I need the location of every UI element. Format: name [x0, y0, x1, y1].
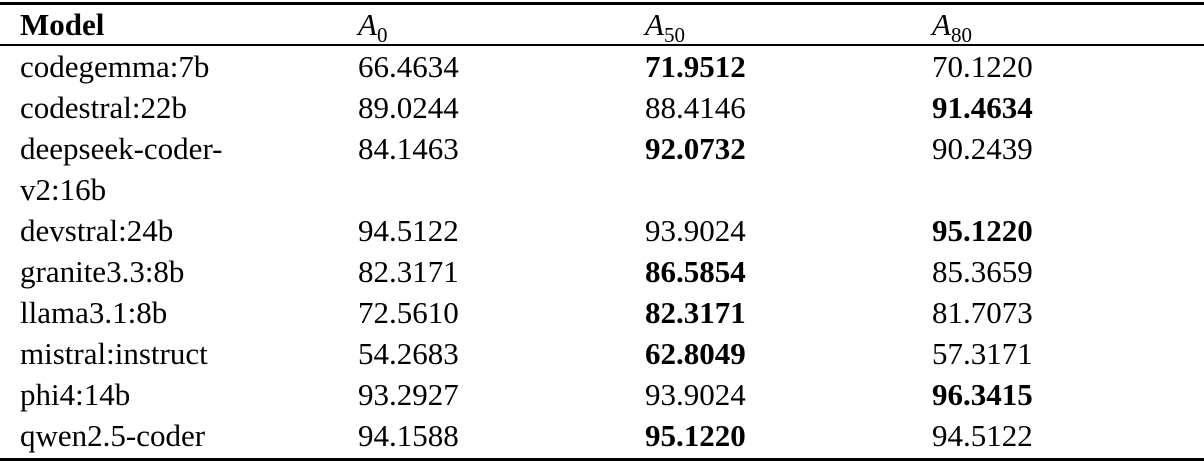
table-row: deepseek-coder-v2:16b 84.1463 92.0732 90…: [0, 128, 1204, 210]
table-row: codestral:22b 89.0244 88.4146 91.4634: [0, 87, 1204, 128]
a0-subscript: 0: [376, 23, 388, 48]
a80-value-cell: 57.3171: [932, 336, 1033, 371]
model-name: phi4:14b: [20, 377, 131, 412]
a0-value-cell: 72.5610: [358, 295, 459, 330]
model-name: deepseek-coder-v2:16b: [20, 131, 223, 207]
a0-value-cell: 82.3171: [358, 254, 459, 289]
model-name: codestral:22b: [20, 90, 188, 125]
model-name: mistral:instruct: [20, 336, 208, 371]
a50-value-cell: 71.9512: [645, 49, 746, 84]
a50-value-cell: 92.0732: [645, 131, 746, 166]
a50-value-cell: 62.8049: [645, 336, 746, 371]
model-name-cell: granite3.3:8b: [0, 251, 358, 292]
table-row: codegemma:7b 66.4634 71.9512 70.1220: [0, 45, 1204, 87]
a80-value-cell: 96.3415: [932, 377, 1033, 412]
a80-value-cell: 90.2439: [932, 131, 1033, 166]
model-name-cell: mistral:instruct: [0, 333, 358, 374]
a80-value-cell: 85.3659: [932, 254, 1033, 289]
a0-value-cell: 66.4634: [358, 49, 459, 84]
model-name-cell: codegemma:7b: [0, 45, 358, 87]
model-name: llama3.1:8b: [20, 295, 168, 330]
table-row: qwen2.5-coder 94.1588 95.1220 94.5122: [0, 415, 1204, 461]
a50-symbol: A: [645, 7, 664, 42]
model-name: granite3.3:8b: [20, 254, 185, 289]
column-header-a0: A0: [358, 2, 645, 48]
model-name-cell: llama3.1:8b: [0, 292, 358, 333]
model-name: qwen2.5-coder: [20, 418, 206, 453]
header-row: Model A0 A50 A80: [0, 2, 1204, 48]
model-name-cell: codestral:22b: [0, 87, 358, 128]
model-name-cell: deepseek-coder-v2:16b: [0, 128, 358, 210]
model-name: devstral:24b: [20, 213, 174, 248]
a80-value-cell: 95.1220: [932, 213, 1033, 248]
model-name: codegemma:7b: [20, 49, 210, 84]
model-name-cell: qwen2.5-coder: [0, 415, 358, 461]
a80-value-cell: 81.7073: [932, 295, 1033, 330]
a0-value-cell: 84.1463: [358, 131, 459, 166]
a50-value-cell: 88.4146: [645, 90, 746, 125]
model-header-label: Model: [20, 7, 105, 42]
a50-value-cell: 86.5854: [645, 254, 746, 289]
a0-value-cell: 94.5122: [358, 213, 459, 248]
table-row: devstral:24b 94.5122 93.9024 95.1220: [0, 210, 1204, 251]
a50-value-cell: 93.9024: [645, 377, 746, 412]
a0-symbol: A: [358, 7, 377, 42]
a50-subscript: 50: [663, 23, 685, 48]
a50-value-cell: 82.3171: [645, 295, 746, 330]
a80-value-cell: 70.1220: [932, 49, 1033, 84]
a0-value-cell: 93.2927: [358, 377, 459, 412]
a80-subscript: 80: [950, 23, 972, 48]
a80-symbol: A: [932, 7, 951, 42]
table-header: Model A0 A50 A80: [0, 2, 1204, 48]
model-name-cell: devstral:24b: [0, 210, 358, 251]
table-body: codegemma:7b 66.4634 71.9512 70.1220 cod…: [0, 45, 1204, 461]
a0-value-cell: 94.1588: [358, 415, 645, 461]
a50-value-cell: 93.9024: [645, 213, 746, 248]
column-header-a80: A80: [932, 2, 1204, 48]
results-table: Model A0 A50 A80 codegemma:7b 66.4634 71…: [0, 2, 1204, 461]
column-header-model: Model: [0, 2, 358, 46]
table-row: phi4:14b 93.2927 93.9024 96.3415: [0, 374, 1204, 415]
a0-value-cell: 89.0244: [358, 90, 459, 125]
model-name-cell: phi4:14b: [0, 374, 358, 415]
a50-value-cell: 95.1220: [645, 415, 932, 461]
table-row: granite3.3:8b 82.3171 86.5854 85.3659: [0, 251, 1204, 292]
table-row: mistral:instruct 54.2683 62.8049 57.3171: [0, 333, 1204, 374]
a80-value-cell: 94.5122: [932, 415, 1204, 461]
table-row: llama3.1:8b 72.5610 82.3171 81.7073: [0, 292, 1204, 333]
column-header-a50: A50: [645, 2, 932, 48]
a80-value-cell: 91.4634: [932, 90, 1033, 125]
a0-value-cell: 54.2683: [358, 336, 459, 371]
